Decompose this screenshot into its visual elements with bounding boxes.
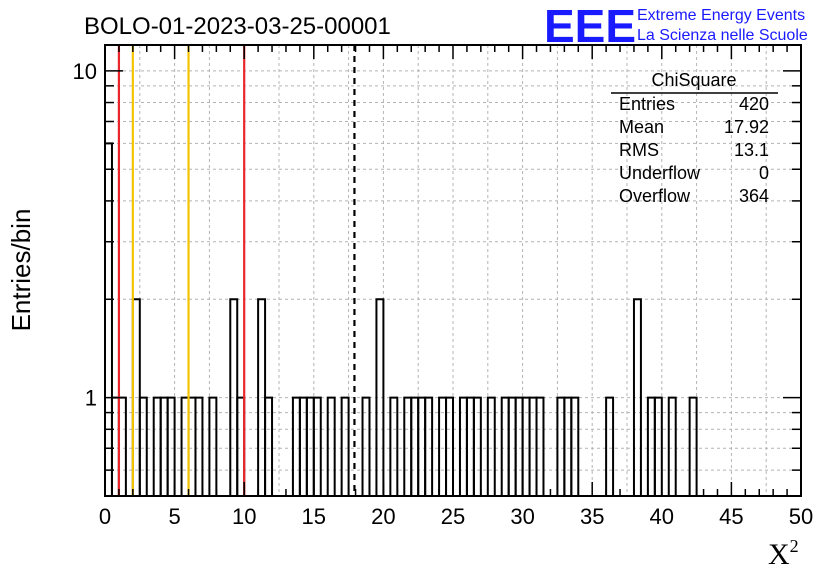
- x-tick-label: 0: [99, 504, 111, 529]
- histogram-bar: [326, 396, 336, 496]
- logo-line-2: La Scienza nelle Scuole: [637, 27, 808, 44]
- histogram-bar: [208, 396, 218, 496]
- stats-row-label: Mean: [619, 117, 664, 137]
- x-tick-label: 35: [580, 504, 604, 529]
- histogram-bar: [570, 396, 580, 496]
- chart-title: BOLO-01-2023-03-25-00001: [84, 13, 391, 40]
- histogram-bar: [632, 298, 642, 496]
- stats-row-value: 13.1: [734, 140, 769, 160]
- stats-row-value: 17.92: [724, 117, 769, 137]
- histogram-bar: [667, 396, 677, 496]
- x-tick-label: 50: [789, 504, 813, 529]
- histogram-bar: [312, 396, 322, 496]
- x-tick-label: 20: [371, 504, 395, 529]
- stats-row-label: Overflow: [619, 186, 691, 206]
- x-tick-label: 10: [232, 504, 256, 529]
- histogram-bar: [605, 396, 615, 496]
- x-axis-label-base: X: [768, 538, 790, 571]
- axis-ticks: [104, 45, 802, 496]
- reference-lines: [117, 45, 356, 496]
- stats-row-value: 364: [739, 186, 769, 206]
- stats-rows: Entries 420 Mean 17.92 RMS 13.1 Underflow 0 Over…: [619, 94, 769, 206]
- y-tick-label: 1: [85, 386, 97, 411]
- stats-box-title: ChiSquare: [651, 70, 736, 90]
- histogram-bar: [389, 396, 399, 496]
- histogram-bar: [104, 142, 113, 496]
- histogram-bar: [264, 396, 274, 496]
- logo-mark: EEE: [544, 0, 636, 52]
- eee-logo: EEE Extreme Energy Events La Scienza nel…: [544, 0, 808, 52]
- histogram-bar: [424, 396, 434, 496]
- x-tick-label: 30: [510, 504, 534, 529]
- x-tick-label: 15: [302, 504, 326, 529]
- stats-row-value: 420: [739, 94, 769, 114]
- histogram-bar: [375, 298, 385, 496]
- stats-row-label: Underflow: [619, 163, 701, 183]
- histogram-bars: [104, 142, 698, 496]
- histogram-bar: [340, 396, 350, 496]
- histogram-bar: [535, 396, 545, 496]
- histogram-bar: [653, 396, 663, 496]
- x-tick-label: 45: [719, 504, 743, 529]
- stats-row-label: Entries: [619, 94, 675, 114]
- y-tick-label: 10: [73, 59, 97, 84]
- x-tick-label: 40: [650, 504, 674, 529]
- grid-lines: [105, 45, 801, 496]
- x-tick-label: 5: [168, 504, 180, 529]
- x-tick-labels: 0 5 10 15 20 25 30 35 40 45 50: [99, 504, 813, 529]
- x-tick-label: 25: [441, 504, 465, 529]
- y-tick-labels: 1 10: [73, 59, 97, 411]
- stats-box: ChiSquare Entries 420 Mean 17.92 RMS 13.1 Unde…: [611, 70, 778, 206]
- histogram-bar: [688, 396, 698, 496]
- histogram-bar: [166, 396, 176, 496]
- histogram-bar: [445, 396, 454, 496]
- y-axis-label: Entries/bin: [6, 209, 36, 332]
- histogram-bar: [472, 396, 482, 496]
- stats-row-label: RMS: [619, 140, 659, 160]
- x-axis-label: X2: [768, 536, 799, 571]
- histogram-bar: [361, 396, 371, 496]
- logo-line-1: Extreme Energy Events: [637, 7, 805, 24]
- stats-row-value: 0: [759, 163, 769, 183]
- histogram-bar: [138, 396, 148, 496]
- histogram-bar: [486, 396, 496, 496]
- x-axis-label-superscript: 2: [790, 536, 799, 556]
- histogram-bar: [194, 396, 204, 496]
